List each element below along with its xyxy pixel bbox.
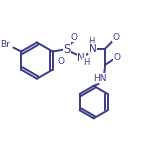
Text: O: O	[112, 33, 119, 42]
Text: S: S	[63, 43, 71, 56]
Text: O: O	[113, 53, 120, 62]
Text: N: N	[89, 44, 97, 54]
Text: N: N	[77, 53, 85, 63]
Text: H: H	[83, 58, 89, 67]
Text: O: O	[70, 33, 77, 42]
Text: O: O	[58, 57, 65, 66]
Text: Br: Br	[0, 40, 10, 49]
Text: H: H	[88, 37, 94, 46]
Text: HN: HN	[93, 74, 106, 83]
